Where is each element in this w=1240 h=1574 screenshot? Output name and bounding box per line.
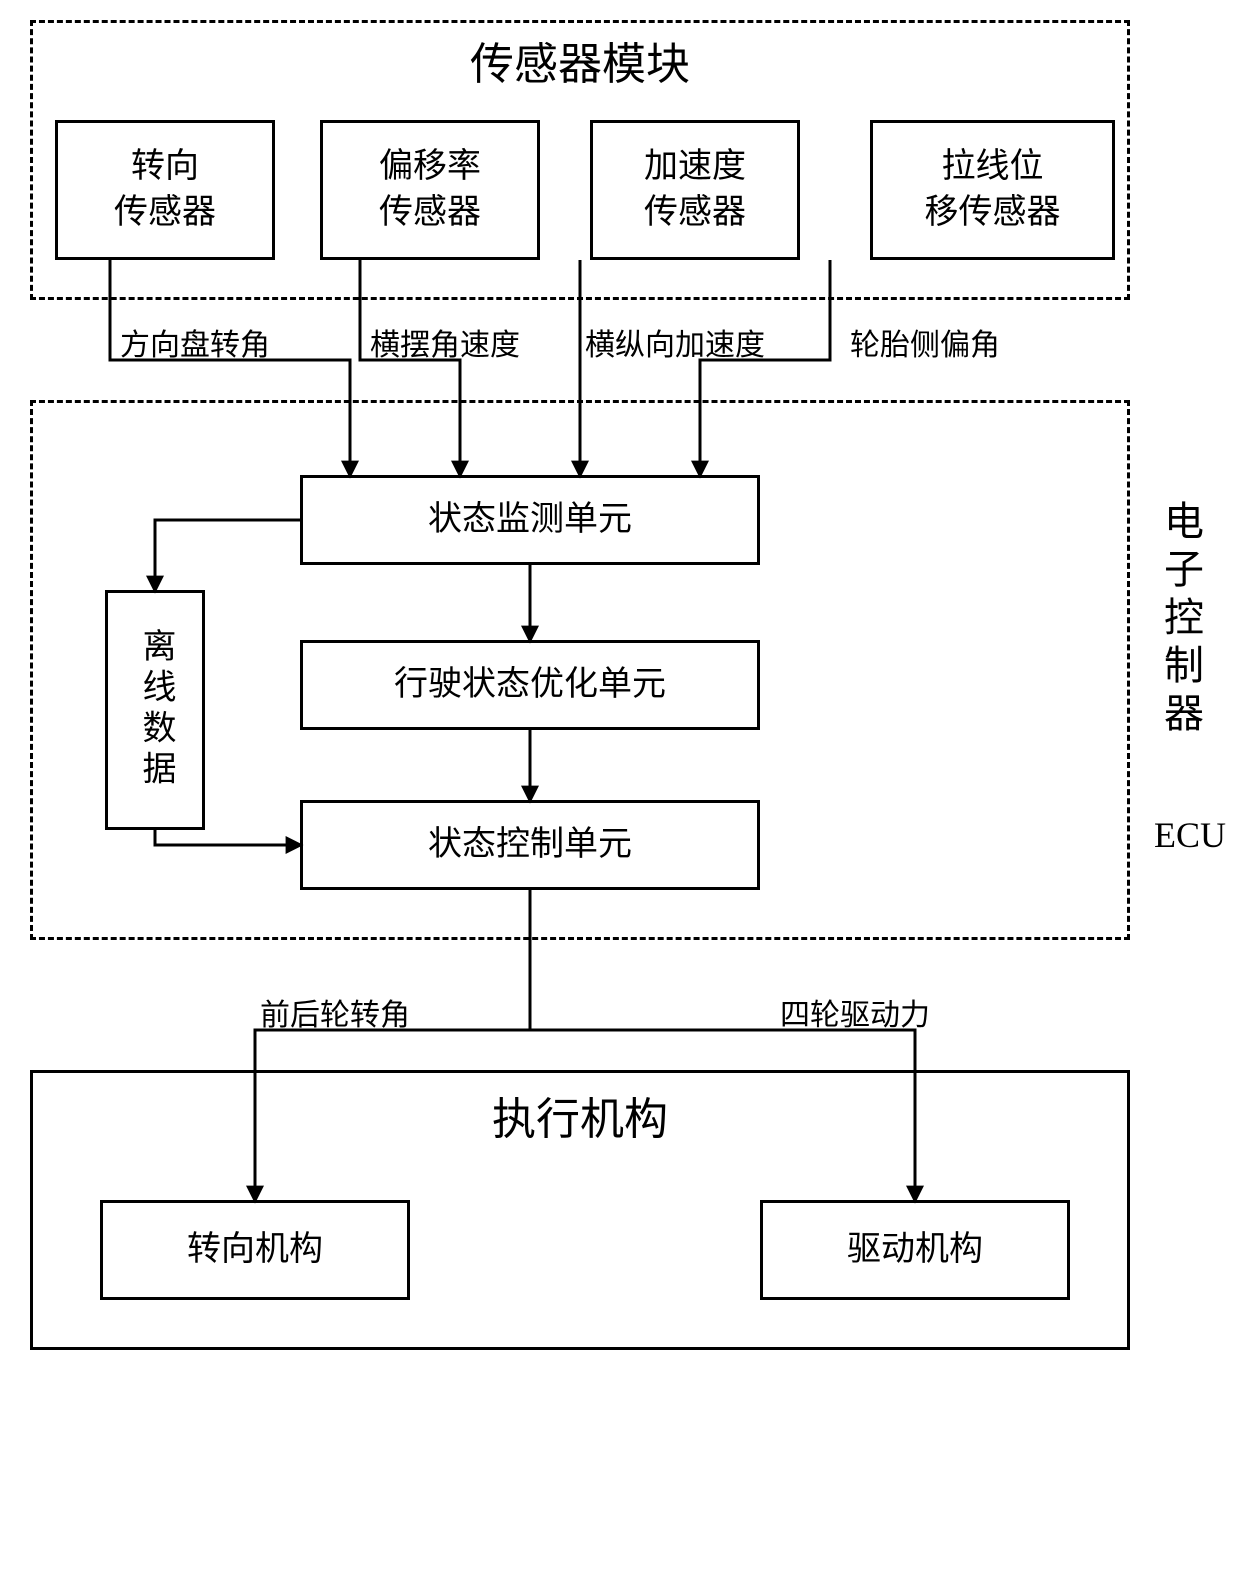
node-ecu_side2: ECU: [1145, 810, 1235, 860]
node-sensor1: 转向传感器: [55, 120, 275, 260]
node-steer: 转向机构: [100, 1200, 410, 1300]
edgelabel-e4: 轮胎侧偏角: [850, 320, 1000, 364]
node-ecu_side1: 电子控制器: [1150, 450, 1210, 790]
edgelabel-e3: 横纵向加速度: [585, 320, 765, 364]
node-monitor: 状态监测单元: [300, 475, 760, 565]
node-offline: 离线数据: [105, 590, 205, 830]
node-sensor2: 偏移率传感器: [320, 120, 540, 260]
edgelabel-e1: 方向盘转角: [120, 320, 270, 364]
node-actuator_title: 执行机构: [380, 1090, 780, 1150]
node-drive: 驱动机构: [760, 1200, 1070, 1300]
node-sensor_title: 传感器模块: [380, 35, 780, 95]
edgelabel-e6: 四轮驱动力: [780, 990, 930, 1034]
node-sensor3: 加速度传感器: [590, 120, 800, 260]
edgelabel-e2: 横摆角速度: [370, 320, 520, 364]
node-sensor4: 拉线位移传感器: [870, 120, 1115, 260]
edgelabel-e5: 前后轮转角: [260, 990, 410, 1034]
node-control: 状态控制单元: [300, 800, 760, 890]
node-optimize: 行驶状态优化单元: [300, 640, 760, 730]
